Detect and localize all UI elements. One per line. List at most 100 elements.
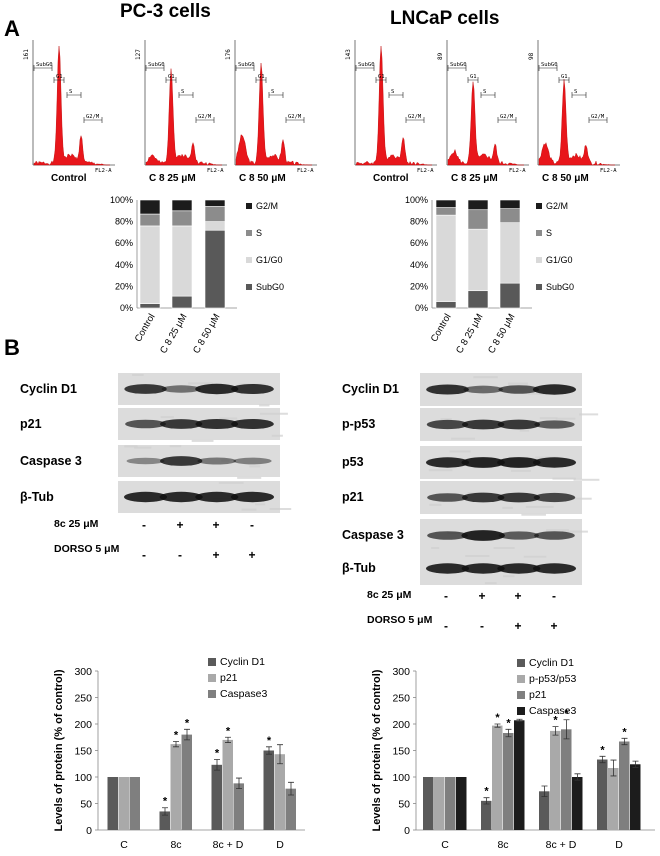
legend-label: Caspase3 — [220, 688, 267, 700]
y-tick-label: 150 — [392, 746, 410, 758]
blot-noise — [431, 546, 440, 549]
gate-marker — [145, 65, 165, 71]
y-tick-label: 300 — [392, 666, 410, 678]
error-bar — [563, 719, 570, 740]
stack-segment — [435, 199, 457, 208]
hist-xlabel: FL2-A — [600, 168, 617, 174]
blot-band — [461, 457, 505, 468]
blot-band — [197, 457, 237, 465]
gate-label: S — [391, 89, 394, 95]
legend-swatch — [208, 690, 216, 698]
legend-swatch — [208, 658, 216, 666]
legend-swatch — [517, 659, 525, 667]
stack-segment — [171, 225, 193, 297]
blot-band — [126, 457, 165, 465]
bar — [619, 741, 630, 830]
legend-swatch — [246, 203, 252, 209]
y-tick-label: 0% — [415, 303, 428, 313]
blot-row-label: p53 — [342, 455, 364, 469]
gate-label: G1 — [378, 74, 385, 80]
blot-noise — [546, 529, 569, 532]
legend-swatch — [208, 674, 216, 682]
treatment-sign: + — [514, 589, 521, 603]
stack-segment — [139, 225, 161, 304]
blot-band — [497, 419, 541, 430]
blot-band — [124, 384, 167, 394]
bar — [561, 729, 572, 830]
blot-noise — [525, 505, 554, 508]
blot-noise — [255, 503, 266, 506]
hist-ymax: 161 — [23, 49, 30, 60]
blot-noise — [241, 508, 257, 511]
y-tick-label: 20% — [410, 281, 428, 291]
gate-marker — [53, 77, 65, 83]
treatment-sign: - — [142, 518, 146, 532]
gate-marker — [165, 77, 177, 83]
stack-segment — [204, 206, 226, 222]
blot-band — [532, 457, 577, 468]
error-bar — [225, 736, 231, 743]
hist-ymax: 176 — [225, 49, 232, 60]
y-tick-label: 50 — [80, 799, 92, 811]
blot-band — [159, 419, 203, 429]
error-bar — [277, 744, 283, 765]
gate-label: SubG0 — [450, 62, 467, 68]
treatment-sign: + — [212, 548, 219, 562]
lncap-blot-row — [420, 446, 600, 481]
lncap-cellcycle-chart: 0% 20% 40% 60% 80% 100% Control C 8 25 μM C 8 50… — [405, 195, 574, 356]
gate-label: SubG0 — [36, 62, 53, 68]
pc3-blot-row — [118, 481, 292, 513]
significance-marker: * — [267, 735, 272, 747]
x-tick-label: C 8 50 μM — [191, 312, 223, 356]
blot-noise — [451, 437, 476, 440]
blot-band — [532, 384, 577, 395]
gate-label: SubG0 — [148, 62, 165, 68]
blot-band — [427, 531, 468, 540]
stack-segment — [204, 221, 226, 231]
blot-noise — [132, 374, 144, 377]
blot-noise — [259, 412, 288, 415]
stack-segment — [467, 290, 489, 309]
legend-swatch — [536, 257, 542, 263]
gate-marker — [268, 92, 284, 98]
treatment-label: DORSO 5 μM — [367, 614, 433, 626]
x-tick-label: D — [276, 839, 284, 851]
blot-band — [497, 492, 541, 503]
y-tick-label: 0 — [404, 825, 410, 837]
gate-marker — [405, 117, 425, 123]
legend-label: Cyclin D1 — [220, 656, 265, 668]
blot-band — [195, 491, 239, 503]
pc3-blot-row — [118, 373, 280, 407]
blot-band — [230, 491, 275, 503]
y-tick-label: 40% — [115, 260, 133, 270]
legend-label: SubG0 — [256, 282, 284, 292]
blot-band — [195, 383, 239, 395]
y-tick-label: 40% — [410, 260, 428, 270]
blot-band — [426, 419, 469, 430]
gate-label: G2/M — [198, 114, 212, 120]
gate-label: S — [69, 89, 72, 95]
western-blot-group: Cyclin D1 p21 Caspase 3 β-Tub Cyclin D1 p-p53… — [20, 373, 600, 633]
x-tick-label: C — [441, 839, 449, 851]
bar — [423, 777, 434, 830]
blot-noise — [124, 445, 138, 448]
blot-noise — [521, 513, 546, 516]
x-tick-label: 8c + D — [546, 839, 577, 851]
blot-band — [233, 457, 272, 465]
blot-noise — [562, 530, 588, 533]
hist-label: C 8 25 μM — [149, 173, 196, 184]
gate-marker — [497, 117, 517, 123]
hist-ymax: 143 — [345, 49, 352, 60]
error-bar — [214, 759, 220, 771]
gate-marker — [285, 117, 305, 123]
y-tick-label: 80% — [410, 217, 428, 227]
stack-segment — [435, 214, 457, 302]
stack-segment — [204, 199, 226, 207]
hist-xlabel: FL2-A — [509, 168, 526, 174]
bar — [514, 720, 525, 830]
bar — [285, 788, 296, 830]
legend-swatch — [517, 707, 525, 715]
